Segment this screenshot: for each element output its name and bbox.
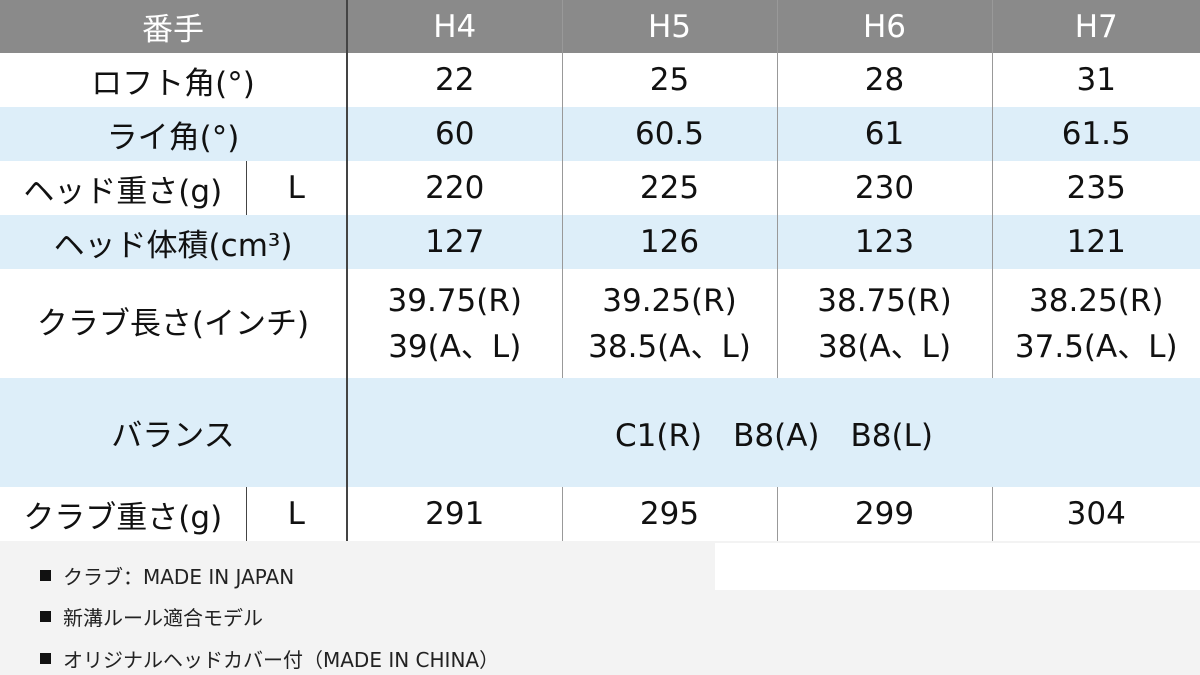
cell-line: 39(A、L) [388,328,522,365]
row-club-weight: クラブ重さ(g) L 291 295 299 304 [0,487,1200,541]
square-bullet-icon [40,611,51,622]
cell: 39.75(R) 39(A、L) [346,269,562,378]
cell: 127 [346,215,562,269]
header-label: 番手 [0,0,348,53]
row-label: クラブ重さ(g) [0,487,246,541]
cell-line: 38.25(R) [1029,282,1164,319]
cell: 60.5 [561,107,777,161]
cell: 61.5 [991,107,1200,161]
cell: 304 [991,487,1200,541]
note-item: オリジナルヘッドカバー付（MADE IN CHINA） [40,644,499,673]
note-text: オリジナルヘッドカバー付（MADE IN CHINA） [63,648,500,672]
cell-line: 38.5(A、L) [588,328,751,365]
row-club-length: クラブ長さ(インチ) 39.75(R) 39(A、L) 39.25(R) 38.5(… [0,269,1200,378]
spec-table: 番手 H4 H5 H6 H7 ロフト角(°) 22 25 28 31 ライ角(°… [0,0,1200,541]
row-lie: ライ角(°) 60 60.5 61 61.5 [0,107,1200,161]
cell: 126 [561,215,777,269]
cell: 60 [346,107,562,161]
row-label: ヘッド重さ(g) [0,161,246,215]
cell: 121 [991,215,1200,269]
cell: 22 [346,53,562,107]
note-text: 新溝ルール適合モデル [63,606,263,630]
note-item: 新溝ルール適合モデル [40,602,263,631]
row-label: ヘッド体積(cm³) [0,215,348,269]
header-col: H5 [561,0,777,53]
cell: 31 [991,53,1200,107]
row-label: クラブ長さ(インチ) [0,269,348,378]
cell: 25 [561,53,777,107]
row-label: バランス [0,378,348,487]
cell: C1(R) B8(A) B8(L) [346,378,1200,487]
row-sublabel: L [245,161,348,215]
note-text: クラブ：MADE IN JAPAN [63,565,295,589]
cell: 225 [561,161,777,215]
header-col: H4 [346,0,562,53]
cell: 235 [991,161,1200,215]
cell-line: 39.75(R) [387,282,522,319]
row-sublabel: L [245,487,348,541]
square-bullet-icon [40,570,51,581]
blank-panel [715,543,1200,590]
header-col: H6 [776,0,992,53]
header-col: H7 [991,0,1200,53]
cell-line: 38.75(R) [817,282,952,319]
cell: 38.75(R) 38(A、L) [776,269,992,378]
cell: 38.25(R) 37.5(A、L) [991,269,1200,378]
cell: 230 [776,161,992,215]
row-head-weight: ヘッド重さ(g) L 220 225 230 235 [0,161,1200,215]
cell: 39.25(R) 38.5(A、L) [561,269,777,378]
cell: 123 [776,215,992,269]
row-balance: バランス C1(R) B8(A) B8(L) [0,378,1200,487]
cell-line: 37.5(A、L) [1014,328,1178,365]
cell: 291 [346,487,562,541]
cell: 295 [561,487,777,541]
notes-area [0,543,715,675]
header-row: 番手 H4 H5 H6 H7 [0,0,1200,53]
cell: 61 [776,107,992,161]
row-head-volume: ヘッド体積(cm³) 127 126 123 121 [0,215,1200,269]
note-item: クラブ：MADE IN JAPAN [40,561,294,590]
square-bullet-icon [40,653,51,664]
row-loft: ロフト角(°) 22 25 28 31 [0,53,1200,107]
cell-line: 39.25(R) [602,282,737,319]
row-label: ロフト角(°) [0,53,348,107]
cell: 299 [776,487,992,541]
cell-line: 38(A、L) [817,328,952,365]
cell: 220 [346,161,562,215]
row-label: ライ角(°) [0,107,348,161]
cell: 28 [776,53,992,107]
